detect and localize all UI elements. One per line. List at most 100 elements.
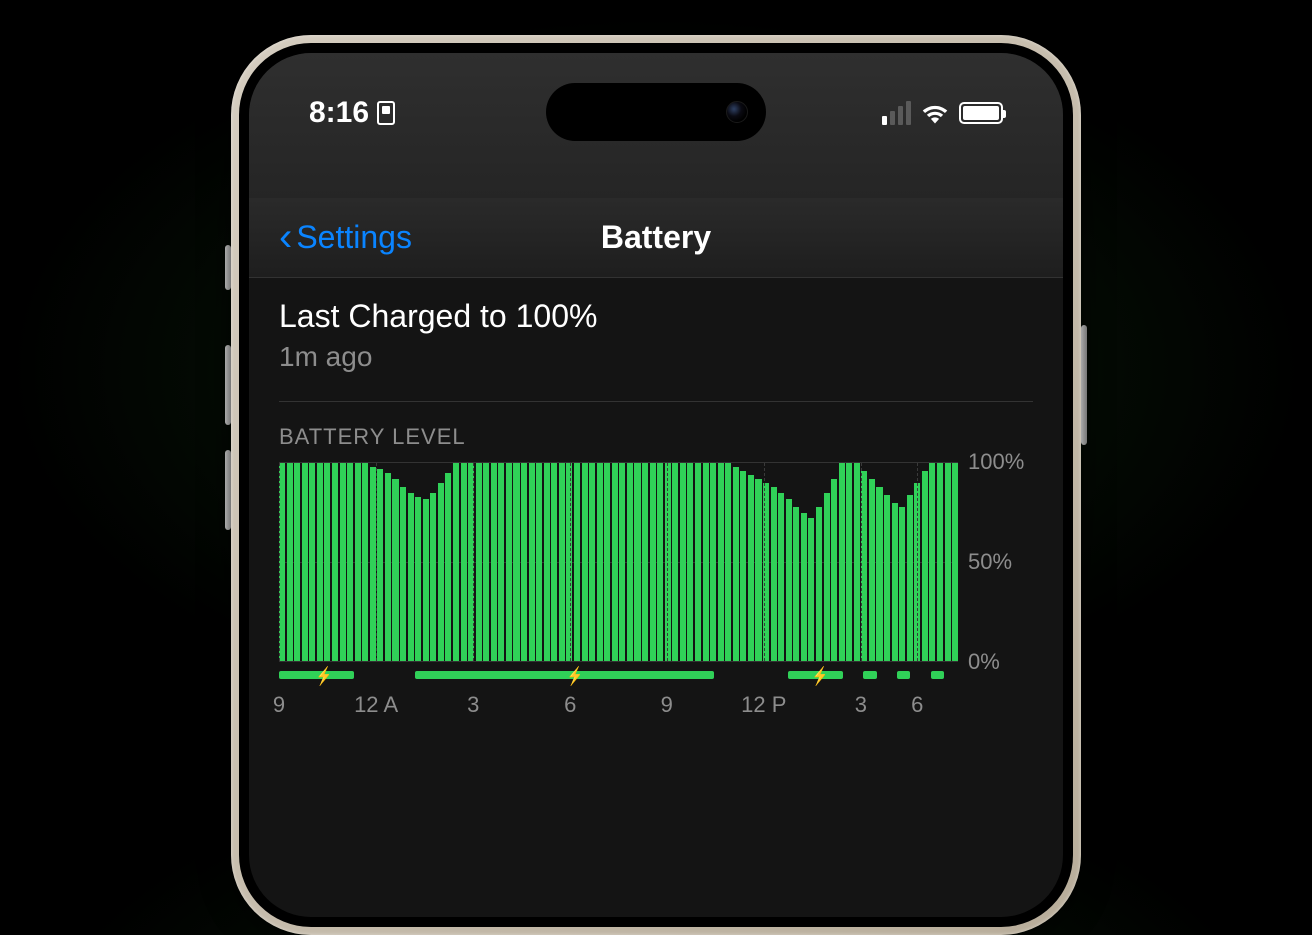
bar — [483, 463, 489, 661]
bar — [801, 513, 807, 662]
bar — [876, 487, 882, 661]
x-label: 6 — [564, 692, 576, 718]
bar — [476, 463, 482, 661]
y-axis: 100%50%0% — [958, 462, 1033, 662]
bar — [892, 503, 898, 661]
bar — [839, 463, 845, 661]
charging-indicator-strip: ⚡⚡⚡ — [279, 668, 958, 682]
bar — [703, 463, 709, 661]
bar — [642, 463, 648, 661]
cellular-signal-icon — [882, 101, 911, 125]
x-label: 3 — [855, 692, 867, 718]
y-label: 0% — [968, 649, 1000, 675]
status-time: 8:16 — [309, 96, 369, 130]
bar — [453, 463, 459, 661]
back-button[interactable]: ‹ Settings — [279, 215, 412, 260]
bar — [687, 463, 693, 661]
bar — [755, 479, 761, 661]
section-label: BATTERY LEVEL — [279, 424, 1033, 450]
divider — [279, 401, 1033, 402]
bar — [536, 463, 542, 661]
bar — [907, 495, 913, 661]
bar — [430, 493, 436, 661]
bar — [362, 463, 368, 661]
last-charged-subtitle: 1m ago — [279, 341, 1033, 373]
bar — [332, 463, 338, 661]
bolt-icon: ⚡ — [809, 666, 831, 687]
bar — [831, 479, 837, 661]
bar — [808, 518, 814, 661]
content: Last Charged to 100% 1m ago BATTERY LEVE… — [249, 278, 1063, 732]
bar — [771, 487, 777, 661]
bar — [423, 499, 429, 661]
bar — [672, 463, 678, 661]
bar — [438, 483, 444, 661]
bar — [445, 473, 451, 661]
bar — [347, 463, 353, 661]
bar — [529, 463, 535, 661]
bar — [710, 463, 716, 661]
bar — [574, 463, 580, 661]
bar — [937, 463, 943, 661]
bar — [309, 463, 315, 661]
bar — [597, 463, 603, 661]
bolt-icon: ⚡ — [313, 666, 335, 687]
bar — [627, 463, 633, 661]
back-label: Settings — [296, 219, 412, 256]
bar — [377, 469, 383, 661]
phone-frame: 8:16 — [231, 35, 1081, 935]
bar — [884, 495, 890, 661]
bar — [740, 471, 746, 661]
y-label: 50% — [968, 549, 1012, 575]
x-label: 12 P — [741, 692, 786, 718]
sim-icon — [377, 101, 395, 125]
bar — [922, 471, 928, 661]
volume-down-button — [225, 450, 231, 530]
bar — [945, 463, 951, 661]
page-title: Battery — [601, 219, 711, 256]
bar — [846, 463, 852, 661]
bar — [385, 473, 391, 661]
bar — [899, 507, 905, 661]
bar — [786, 499, 792, 661]
bar — [816, 507, 822, 661]
bar — [370, 467, 376, 661]
battery-status-icon — [959, 102, 1003, 124]
bar — [733, 467, 739, 661]
bar — [778, 493, 784, 661]
bar — [657, 463, 663, 661]
wifi-icon — [921, 102, 949, 124]
bar — [869, 479, 875, 661]
bar — [612, 463, 618, 661]
charging-segment — [863, 671, 877, 679]
bar — [521, 463, 527, 661]
bar — [619, 463, 625, 661]
screen: 8:16 — [249, 53, 1063, 917]
chevron-left-icon: ‹ — [279, 215, 292, 260]
dynamic-island — [546, 83, 766, 141]
bar — [582, 463, 588, 661]
action-button — [225, 245, 231, 290]
bar — [287, 463, 293, 661]
bar — [392, 479, 398, 661]
nav-header: ‹ Settings Battery — [249, 198, 1063, 278]
bar — [340, 463, 346, 661]
bar — [324, 463, 330, 661]
x-label: 12 A — [354, 692, 398, 718]
battery-level-chart: ⚡⚡⚡ 912 A36912 P36 100%50%0% — [279, 462, 1033, 732]
bar — [929, 463, 935, 661]
bar — [680, 463, 686, 661]
bar — [415, 497, 421, 661]
bar — [302, 463, 308, 661]
bar — [408, 493, 414, 661]
bar — [294, 463, 300, 661]
bar — [559, 463, 565, 661]
bar — [506, 463, 512, 661]
bar — [513, 463, 519, 661]
x-label: 9 — [273, 692, 285, 718]
volume-up-button — [225, 345, 231, 425]
bar — [665, 463, 671, 661]
bar — [400, 487, 406, 661]
x-label: 9 — [661, 692, 673, 718]
bar — [498, 463, 504, 661]
